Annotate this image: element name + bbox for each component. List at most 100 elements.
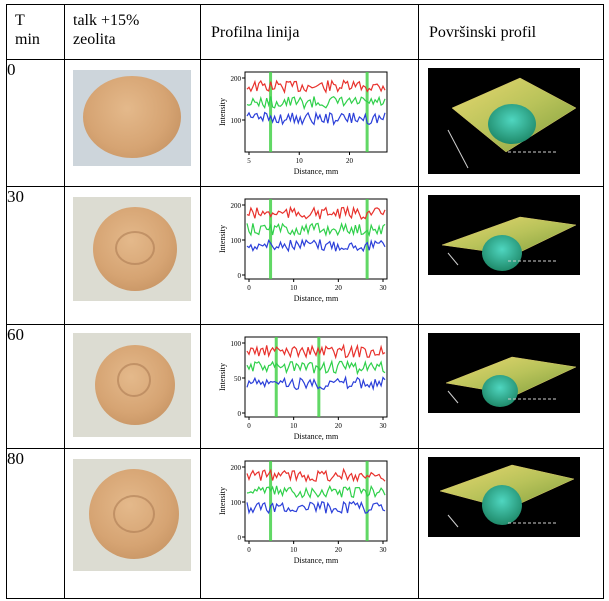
profile-trace <box>246 375 386 392</box>
header-sample-label: talk +15% zeolita <box>73 12 140 48</box>
marker-line <box>365 461 369 541</box>
sample-cell <box>64 186 201 325</box>
surface-cell <box>418 59 604 187</box>
profile-trace <box>246 500 386 515</box>
marker-line <box>274 337 278 417</box>
time-cell: 60 <box>6 324 65 449</box>
profile-plot: 200 100 5 10 20 Intensity Distance, mm <box>218 71 388 176</box>
time-cell: 0 <box>6 59 65 187</box>
x-tick-label: 10 <box>290 422 298 430</box>
results-table: T min talk +15% zeolita Profilna linija … <box>6 4 604 599</box>
header-profile-line-label: Profilna linija <box>211 23 300 41</box>
time-value: 0 <box>7 60 16 79</box>
table-row: 60 100 50 0 0 10 20 30 Intensity Distance, mm <box>6 324 604 449</box>
y-tick-label: 200 <box>231 464 242 472</box>
x-tick-label: 10 <box>290 284 298 292</box>
y-tick-label: 200 <box>231 202 242 210</box>
profile-cell: 200 100 0 0 10 20 30 Intensity Distance, mm <box>200 448 419 599</box>
x-axis-label: Distance, mm <box>294 294 339 303</box>
sample-photo <box>73 459 191 571</box>
x-tick-label: 20 <box>335 422 343 430</box>
y-tick-label: 0 <box>238 534 242 542</box>
header-profile-line: Profilna linija <box>200 4 419 60</box>
x-axis-label: Distance, mm <box>294 432 339 441</box>
y-tick-label: 0 <box>238 410 242 418</box>
sample-cell <box>64 324 201 449</box>
profile-trace <box>246 79 386 95</box>
marker-line <box>269 461 273 541</box>
surface-depression <box>488 104 536 144</box>
profile-cell: 200 100 5 10 20 Intensity Distance, mm <box>200 59 419 187</box>
profile-trace <box>246 359 386 376</box>
profile-trace <box>246 238 386 253</box>
header-surface-profile-label: Površinski profil <box>429 23 537 41</box>
surface-depression <box>482 375 518 407</box>
y-tick-label: 0 <box>238 272 242 280</box>
x-tick-label: 5 <box>247 157 251 165</box>
time-cell: 30 <box>6 186 65 325</box>
y-axis-label: Intensity <box>218 225 227 253</box>
x-axis-label: Distance, mm <box>294 167 339 176</box>
y-tick-label: 50 <box>234 375 242 383</box>
time-cell: 80 <box>6 448 65 599</box>
surface-depression <box>482 235 522 271</box>
x-tick-label: 20 <box>346 157 354 165</box>
y-axis-label: Intensity <box>218 98 227 126</box>
sample-photo <box>73 197 191 301</box>
header-row: T min talk +15% zeolita Profilna linija … <box>6 4 604 60</box>
sample-photo <box>73 70 191 166</box>
surface-plot <box>428 68 580 174</box>
surface-plot <box>428 333 580 413</box>
y-tick-label: 100 <box>231 499 242 507</box>
x-tick-label: 30 <box>380 284 388 292</box>
profile-plot: 100 50 00 10 20 30 Intensity Distance, mm <box>218 336 388 441</box>
time-value: 60 <box>7 325 24 344</box>
x-tick-label: 30 <box>380 546 388 554</box>
surface-cell <box>418 448 604 599</box>
surface-cell <box>418 186 604 325</box>
surface-plot <box>428 457 580 537</box>
profile-trace <box>246 110 386 126</box>
x-axis-label: Distance, mm <box>294 556 339 565</box>
x-tick-label: 0 <box>247 546 251 554</box>
y-tick-label: 100 <box>231 340 242 348</box>
marker-line <box>365 72 369 152</box>
profile-trace <box>246 484 386 499</box>
profile-trace <box>246 95 386 111</box>
profile-trace <box>246 343 386 360</box>
x-tick-label: 10 <box>290 546 298 554</box>
marker-line <box>269 72 273 152</box>
header-time: T min <box>6 4 65 60</box>
profile-trace <box>246 205 386 221</box>
time-value: 30 <box>7 187 24 206</box>
sample-cell <box>64 448 201 599</box>
y-tick-label: 100 <box>231 117 242 125</box>
x-tick-label: 20 <box>335 284 343 292</box>
x-tick-label: 0 <box>247 284 251 292</box>
table-row: 80 200 100 0 0 10 20 30 Intensity Distance, mm <box>6 448 604 599</box>
table-row: 30 200 100 0 0 10 20 30 Intensity Distance, mm <box>6 186 604 325</box>
x-tick-label: 0 <box>247 422 251 430</box>
y-tick-label: 200 <box>231 75 242 83</box>
x-tick-label: 20 <box>335 546 343 554</box>
profile-plot: 200 100 00 10 20 30 Intensity Distance, mm <box>218 460 388 565</box>
sample-cell <box>64 59 201 187</box>
header-surface-profile: Površinski profil <box>418 4 604 60</box>
header-sample: talk +15% zeolita <box>64 4 201 60</box>
surface-plot <box>428 195 580 275</box>
marker-line <box>269 199 273 279</box>
marker-line <box>317 337 321 417</box>
profile-plot: 200 100 00 10 20 30 Intensity Distance, mm <box>218 198 388 303</box>
profile-trace <box>246 467 386 483</box>
y-tick-label: 100 <box>231 237 242 245</box>
y-axis-label: Intensity <box>218 487 227 515</box>
marker-line <box>365 199 369 279</box>
profile-cell: 200 100 0 0 10 20 30 Intensity Distance, mm <box>200 186 419 325</box>
time-value: 80 <box>7 449 24 468</box>
profile-trace <box>246 221 386 238</box>
table-row: 0 200 100 5 10 20 Intensity Distance, mm <box>6 59 604 187</box>
x-tick-label: 30 <box>380 422 388 430</box>
sample-photo <box>73 333 191 437</box>
surface-cell <box>418 324 604 449</box>
header-time-label: T min <box>15 12 40 48</box>
